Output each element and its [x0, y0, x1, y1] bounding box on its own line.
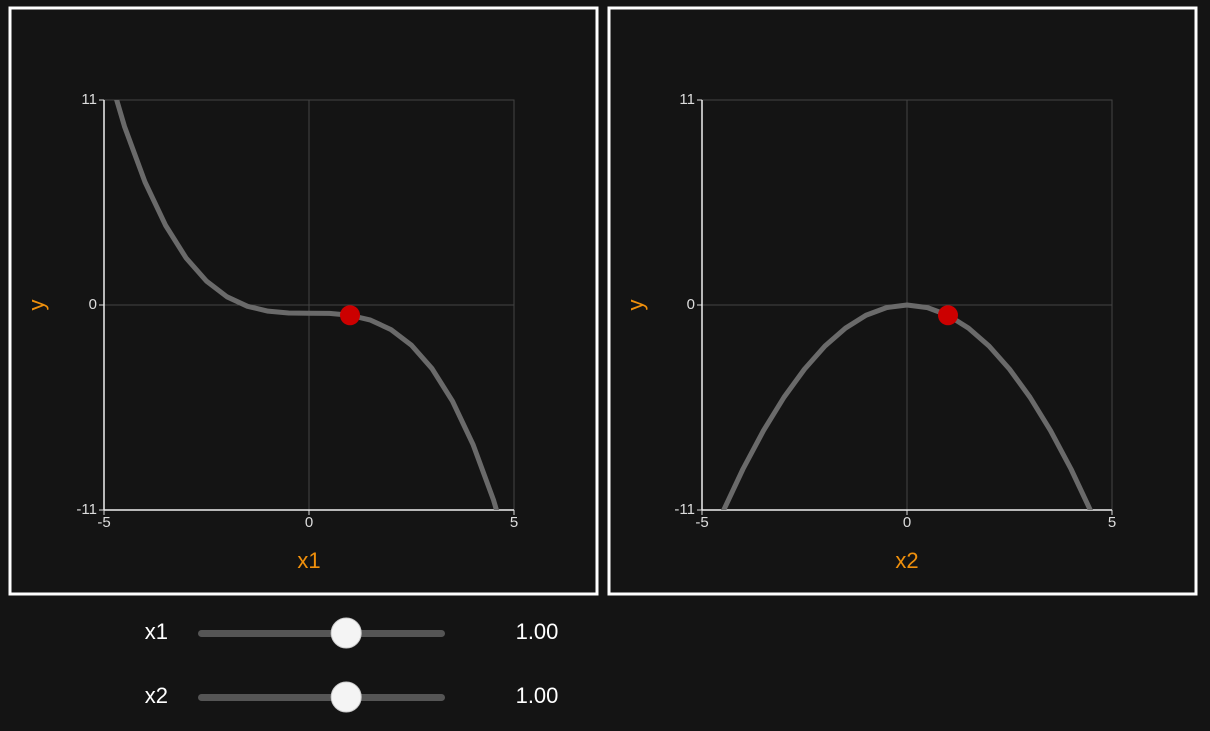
x-axis-label: x1 — [297, 548, 320, 573]
x-tick-label: 5 — [1108, 514, 1116, 531]
y-tick-label: -11 — [674, 501, 695, 518]
x-tick-label: 5 — [510, 514, 518, 531]
x-tick-label: -5 — [97, 514, 110, 531]
y-axis-label: y — [623, 300, 648, 311]
slider-thumb[interactable] — [330, 681, 362, 713]
y-tick-label: 0 — [687, 296, 695, 313]
slider-value: 1.00 — [516, 683, 559, 708]
slider-label: x2 — [145, 683, 168, 708]
x-tick-label: 0 — [305, 514, 313, 531]
slider-thumb[interactable] — [330, 617, 362, 649]
slider-track[interactable] — [198, 630, 445, 637]
y-tick-label: 11 — [81, 91, 97, 108]
y-axis-label: y — [24, 300, 49, 311]
point — [340, 305, 360, 326]
curve — [720, 302, 1094, 510]
x-axis-label: x2 — [895, 548, 918, 573]
slider-label: x1 — [145, 619, 168, 644]
y-tick-label: -11 — [76, 501, 97, 518]
x-tick-label: 0 — [903, 514, 911, 531]
curve — [114, 100, 500, 510]
panel-border — [607, 6, 1198, 596]
y-tick-label: 11 — [679, 91, 695, 108]
point — [938, 305, 958, 326]
y-tick-label: 0 — [89, 296, 97, 313]
x-tick-label: -5 — [695, 514, 708, 531]
slider-value: 1.00 — [516, 619, 559, 644]
slider-track[interactable] — [198, 694, 445, 701]
panel-border — [8, 6, 599, 596]
